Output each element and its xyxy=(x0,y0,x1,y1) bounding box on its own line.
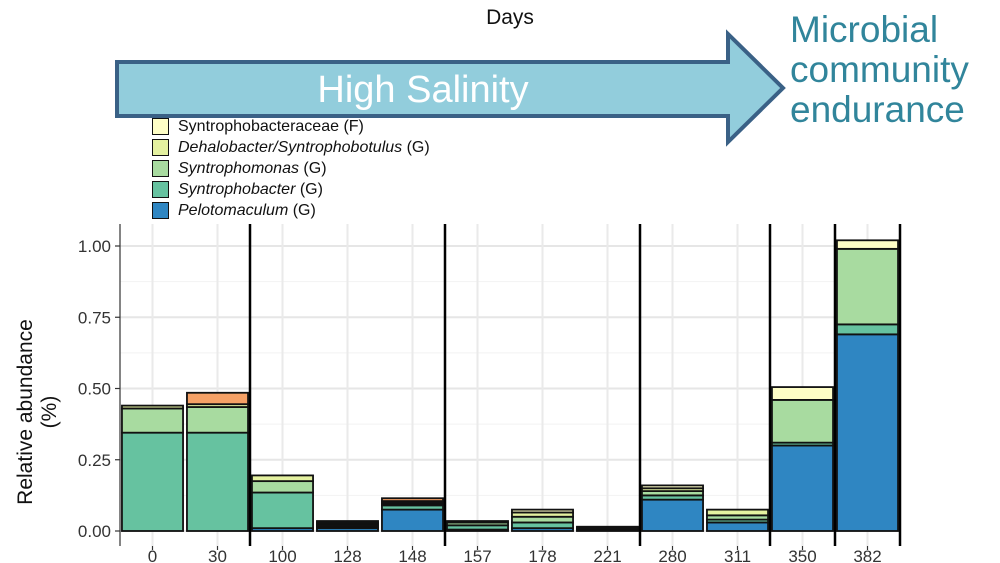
legend-taxon: Syntrophomonas xyxy=(178,159,299,177)
bar-segment xyxy=(121,407,184,434)
legend-item: Syntrophomonas (G) xyxy=(152,158,552,179)
legend-label: Pelotomaculum (G) xyxy=(178,201,316,219)
legend-label: Syntrophobacteraceae (F) xyxy=(178,117,364,135)
legend-swatch xyxy=(152,202,169,219)
x-tick-label: 148 xyxy=(398,547,426,563)
endurance-annotation: Microbial community endurance xyxy=(790,9,969,130)
bar-segment xyxy=(771,398,834,444)
x-tick-label: 128 xyxy=(333,547,361,563)
bar-segment xyxy=(251,474,314,483)
y-tick-label: 0.75 xyxy=(78,308,111,327)
legend-label: Syntrophobacter (G) xyxy=(178,180,323,198)
arrow-shape xyxy=(115,29,786,147)
chart-title: Days xyxy=(486,6,534,29)
legend-taxon: Syntrophobacter xyxy=(178,180,296,198)
y-tick-label: 0.50 xyxy=(78,380,111,399)
bar-segment xyxy=(381,497,444,502)
x-tick-label: 0 xyxy=(148,547,157,563)
y-tick-label: 0.00 xyxy=(78,522,111,541)
x-tick-label: 221 xyxy=(593,547,621,563)
bar-segment xyxy=(251,480,314,494)
x-tick-label: 280 xyxy=(658,547,686,563)
bar-segment xyxy=(836,333,899,532)
legend-item: Syntrophobacteraceae (F) xyxy=(152,116,552,137)
bar-segment xyxy=(706,508,769,517)
bar-segment xyxy=(576,525,639,530)
legend: Syntrophobacteraceae (F) Dehalobacter/Syn… xyxy=(152,116,552,221)
bar-segment xyxy=(186,406,249,434)
x-tick-label: 30 xyxy=(208,547,227,563)
bar-segment xyxy=(836,247,899,326)
arrow-label: High Salinity xyxy=(317,69,529,111)
legend-item: Syntrophobacter (G) xyxy=(152,179,552,200)
bar-segment xyxy=(251,491,314,530)
legend-swatch xyxy=(152,118,169,135)
legend-taxon: Dehalobacter/Syntrophobotulus xyxy=(178,138,403,156)
bar-segment xyxy=(121,431,184,532)
legend-label: Dehalobacter/Syntrophobotulus (G) xyxy=(178,138,430,156)
bar-segment xyxy=(186,431,249,532)
bar-segment xyxy=(511,508,574,514)
x-tick-label: 382 xyxy=(853,547,881,563)
bar-segment xyxy=(446,520,509,524)
y-tick-label: 1.00 xyxy=(78,237,111,256)
bar-segment xyxy=(381,508,444,532)
x-tick-label: 311 xyxy=(724,547,751,563)
x-tick-label: 350 xyxy=(788,547,816,563)
bar-segment xyxy=(641,498,704,532)
x-tick-label: 100 xyxy=(268,547,296,563)
legend-swatch xyxy=(152,160,169,177)
legend-item: Dehalobacter/Syntrophobotulus (G) xyxy=(152,137,552,158)
bar-segment xyxy=(836,323,899,336)
x-tick-label: 157 xyxy=(463,547,491,563)
legend-taxon: Pelotomaculum xyxy=(178,201,289,219)
x-tick-label: 178 xyxy=(528,547,556,563)
bar-segment xyxy=(316,520,379,524)
bar-segment xyxy=(771,386,834,401)
legend-swatch xyxy=(152,139,169,156)
y-tick-label: 0.25 xyxy=(78,451,111,470)
bar-segment xyxy=(836,239,899,250)
bar-segment xyxy=(771,444,834,532)
bar-segment xyxy=(706,521,769,532)
legend-label: Syntrophomonas (G) xyxy=(178,159,327,177)
bar-segment xyxy=(641,484,704,490)
legend-swatch xyxy=(152,181,169,198)
bar-segment xyxy=(121,404,184,410)
bar-segment xyxy=(186,391,249,406)
legend-item: Pelotomaculum (G) xyxy=(152,200,552,221)
